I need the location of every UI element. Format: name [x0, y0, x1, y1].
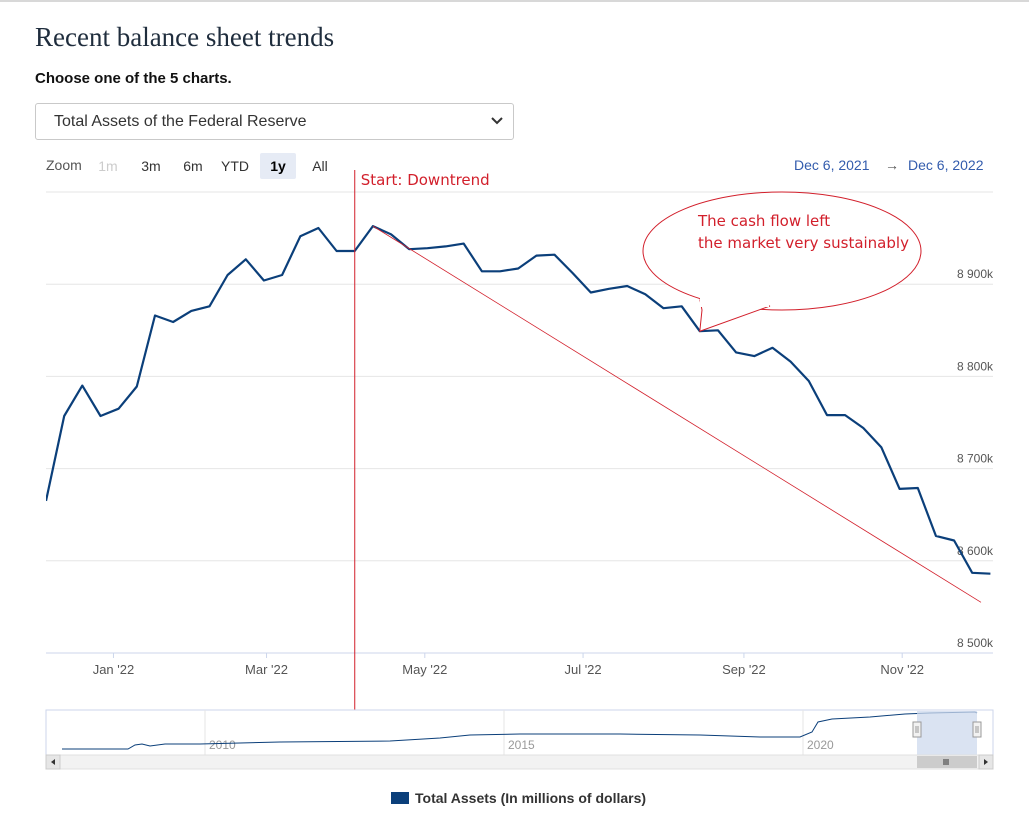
navigator-series — [62, 711, 978, 750]
x-tick-label: May '22 — [402, 662, 447, 677]
chevron-down-icon — [491, 117, 503, 125]
navigator-year-label: 2020 — [807, 738, 834, 752]
y-tick-label: 8 800k — [957, 359, 994, 373]
scrollbar-track — [45, 754, 994, 770]
x-tick-label: Nov '22 — [880, 662, 924, 677]
range-from[interactable]: Dec 6, 2021 — [794, 157, 870, 173]
scrollbar-thumb — [917, 756, 977, 768]
navigator-selection — [917, 711, 977, 757]
zoom-6m-button[interactable]: 6m — [183, 158, 203, 174]
zoom-label: Zoom — [46, 157, 82, 173]
chart-select[interactable]: Total Assets of the Federal Reserve — [35, 103, 514, 140]
x-tick-label: Jul '22 — [564, 662, 601, 677]
x-tick-label: Jan '22 — [93, 662, 135, 677]
x-tick-label: Sep '22 — [722, 662, 766, 677]
navigator-handle — [912, 721, 922, 738]
navigator-frame — [45, 709, 994, 758]
annotation-callout-text: The cash flow left — [697, 212, 830, 230]
zoom-3m-button[interactable]: 3m — [141, 158, 161, 174]
scroll-right-icon — [984, 759, 988, 765]
zoom-1m-button[interactable]: 1m — [98, 158, 118, 174]
scroll-left-icon — [51, 759, 55, 765]
navigator-year-label: 2010 — [209, 738, 236, 752]
y-tick-label: 8 700k — [957, 452, 994, 466]
annotation-callout-ellipse — [642, 191, 922, 311]
zoom-1y-button[interactable]: 1y — [260, 153, 296, 179]
annotation-callout-mask — [700, 295, 769, 307]
range-to[interactable]: Dec 6, 2022 — [908, 157, 984, 173]
navigator-handle — [972, 721, 982, 738]
series-line-total-assets — [46, 225, 991, 575]
legend-label: Total Assets (In millions of dollars) — [415, 790, 647, 806]
y-tick-label: 8 600k — [957, 544, 994, 558]
x-tick-label: Mar '22 — [245, 662, 288, 677]
legend-swatch — [391, 792, 409, 804]
range-arrow: → — [885, 157, 899, 173]
annotation-trend-line — [372, 225, 982, 603]
page-subtitle: Choose one of the 5 charts. — [35, 70, 232, 87]
y-tick-label: 8 900k — [957, 267, 994, 281]
page-title: Recent balance sheet trends — [35, 22, 335, 52]
chart-select-value: Total Assets of the Federal Reserve — [54, 113, 307, 130]
annotation-callout-text: the market very sustainably — [698, 234, 909, 252]
annotation-start-label: Start: Downtrend — [361, 171, 490, 189]
y-tick-label: 8 500k — [957, 636, 994, 650]
top-border — [0, 0, 1029, 2]
zoom-ytd-button[interactable]: YTD — [221, 158, 249, 174]
navigator-year-label: 2015 — [508, 738, 535, 752]
zoom-all-button[interactable]: All — [312, 158, 328, 174]
